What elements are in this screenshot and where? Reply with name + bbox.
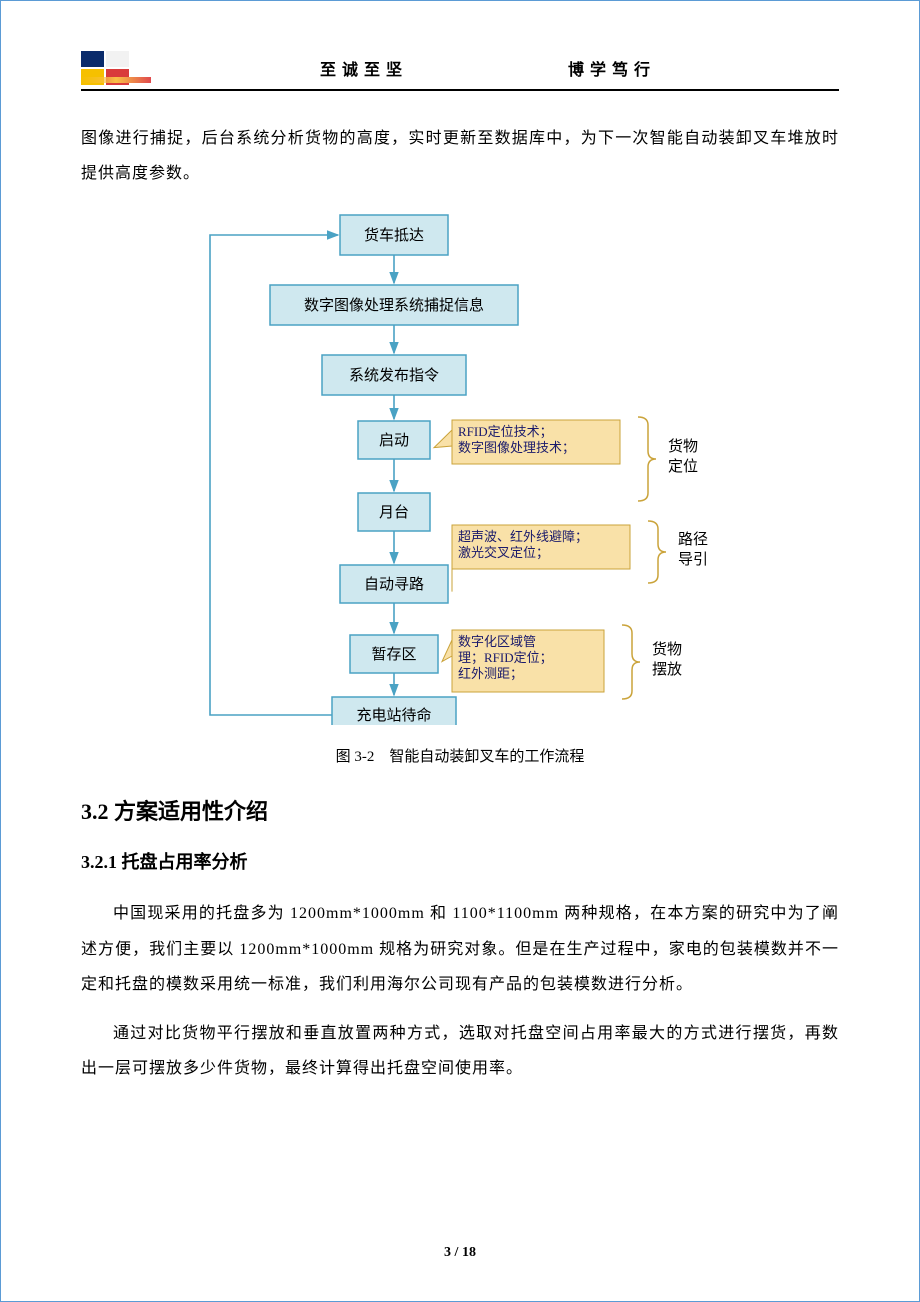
svg-text:摆放: 摆放: [652, 661, 682, 678]
svg-text:自动寻路: 自动寻路: [364, 576, 424, 593]
svg-text:月台: 月台: [379, 504, 409, 521]
svg-text:暂存区: 暂存区: [371, 646, 416, 663]
svg-text:货物: 货物: [652, 641, 682, 658]
motto-right: 博学笃行: [568, 56, 656, 80]
svg-text:系统发布指令: 系统发布指令: [349, 367, 439, 384]
svg-text:数字图像处理技术；: 数字图像处理技术；: [458, 440, 575, 456]
page-number: 3 / 18: [1, 1245, 919, 1261]
figure-caption: 图 3-2 智能自动装卸叉车的工作流程: [81, 745, 839, 766]
para-3-2-1b: 通过对比货物平行摆放和垂直放置两种方式，选取对托盘空间占用率最大的方式进行摆货，…: [81, 1016, 839, 1086]
page: 至诚至坚 博学笃行 图像进行捕捉，后台系统分析货物的高度，实时更新至数据库中，为…: [0, 0, 920, 1302]
svg-text:定位: 定位: [668, 458, 698, 475]
paragraph-top: 图像进行捕捉，后台系统分析货物的高度，实时更新至数据库中，为下一次智能自动装卸叉…: [81, 121, 839, 191]
svg-text:路径: 路径: [678, 531, 708, 548]
svg-text:充电站待命: 充电站待命: [356, 706, 431, 724]
figure-3-2: RFID定位技术；数字图像处理技术； 超声波、红外线避障；激光交叉定位； 数字化区域…: [81, 205, 839, 735]
heading-3-2-1: 3.2.1 托盘占用率分析: [81, 848, 839, 874]
svg-text:RFID定位技术；: RFID定位技术；: [458, 424, 553, 440]
para-3-2-1a: 中国现采用的托盘多为 1200mm*1000mm 和 1100*1100mm 两…: [81, 896, 839, 1002]
header-gradient: [81, 77, 151, 83]
page-total: 18: [462, 1245, 476, 1260]
svg-text:导引: 导引: [678, 551, 708, 568]
svg-text:数字图像处理系统捕捉信息: 数字图像处理系统捕捉信息: [304, 297, 484, 314]
motto-left: 至诚至坚: [320, 56, 408, 80]
svg-text:超声波、红外线避障；: 超声波、红外线避障；: [458, 529, 588, 545]
heading-3-2: 3.2 方案适用性介绍: [81, 794, 839, 826]
page-current: 3: [444, 1245, 451, 1260]
svg-text:货物: 货物: [668, 438, 698, 455]
svg-text:货车抵达: 货车抵达: [364, 227, 424, 244]
svg-text:启动: 启动: [379, 432, 409, 449]
svg-text:激光交叉定位；: 激光交叉定位；: [458, 545, 549, 561]
svg-text:红外测距；: 红外测距；: [458, 666, 523, 682]
header-rule: [81, 89, 839, 91]
page-sep: /: [451, 1245, 462, 1260]
page-header: 至诚至坚 博学笃行: [81, 51, 839, 85]
motto-row: 至诚至坚 博学笃行: [137, 56, 839, 80]
svg-text:数字化区域管: 数字化区域管: [458, 634, 536, 649]
svg-text:理；RFID定位；: 理；RFID定位；: [458, 650, 553, 666]
